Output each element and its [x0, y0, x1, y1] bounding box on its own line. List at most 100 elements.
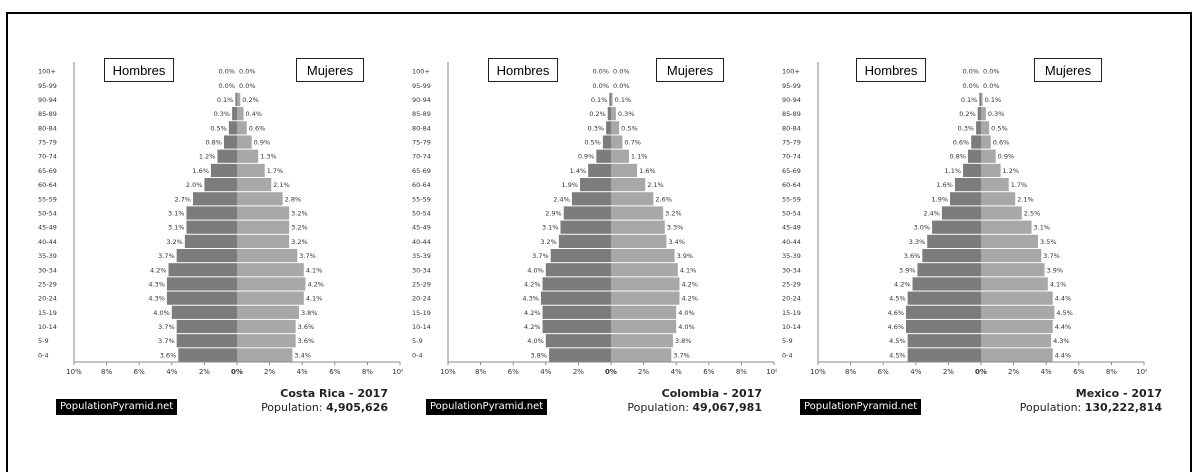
female-bar	[611, 334, 673, 348]
female-bar	[611, 305, 677, 319]
male-bar	[606, 121, 611, 135]
x-tick-label: 6%	[703, 368, 714, 376]
x-tick-label: 0%	[231, 368, 243, 376]
male-bar	[542, 305, 611, 319]
male-value-label: 4.2%	[524, 280, 541, 288]
female-bar	[611, 234, 667, 248]
female-bar	[611, 277, 680, 291]
female-bar	[981, 92, 983, 107]
female-bar	[237, 163, 265, 178]
male-bar	[917, 263, 981, 277]
male-value-label: 4.0%	[527, 337, 544, 345]
female-value-label: 0.0%	[239, 82, 256, 90]
female-value-label: 4.2%	[681, 295, 698, 303]
x-tick-label: 10%	[1136, 368, 1147, 376]
female-value-label: 4.1%	[1050, 280, 1067, 288]
male-value-label: 3.7%	[158, 252, 175, 260]
female-bar	[237, 178, 272, 192]
male-value-label: 1.6%	[936, 181, 953, 189]
figure-frame	[6, 12, 1192, 472]
male-bar	[192, 192, 237, 206]
age-group-label: 40-44	[412, 238, 431, 246]
age-group-label: 50-54	[782, 210, 801, 218]
female-value-label: 0.3%	[618, 110, 635, 118]
female-bar	[981, 277, 1048, 291]
x-tick-label: 2%	[1008, 368, 1019, 376]
male-bar	[235, 92, 237, 107]
male-value-label: 0.5%	[584, 139, 601, 147]
male-value-label: 0.5%	[210, 124, 227, 132]
male-value-label: 0.1%	[217, 96, 234, 104]
x-tick-label: 8%	[845, 368, 856, 376]
age-group-label: 30-34	[412, 266, 431, 274]
female-bar	[611, 163, 638, 178]
female-bar	[237, 348, 293, 362]
female-value-label: 4.1%	[306, 266, 323, 274]
female-value-label: 3.7%	[299, 252, 316, 260]
female-value-label: 2.1%	[273, 181, 290, 189]
x-tick-label: 0%	[975, 368, 987, 376]
male-bar	[907, 291, 981, 305]
x-tick-label: 6%	[1073, 368, 1084, 376]
age-group-label: 25-29	[412, 280, 431, 288]
female-bar	[237, 248, 298, 263]
male-bar	[210, 163, 237, 178]
age-group-label: 65-69	[38, 167, 57, 175]
male-value-label: 0.0%	[592, 82, 609, 90]
male-bar	[950, 192, 981, 206]
female-bar	[611, 319, 677, 334]
age-group-label: 45-49	[782, 224, 801, 232]
female-bar	[611, 121, 620, 135]
male-bar	[558, 234, 611, 248]
male-bar	[906, 319, 981, 334]
female-bar	[611, 263, 678, 277]
x-tick-label: 10%	[810, 368, 826, 376]
pyramid-panel-colombia: 100+ 0.0% 0.0% 95-99 0.0% 0.0% 90-94 0.1% 0.1% 85…	[412, 0, 777, 449]
male-value-label: 4.5%	[889, 295, 906, 303]
x-tick-label: 6%	[878, 368, 889, 376]
male-value-label: 1.4%	[570, 167, 587, 175]
male-bar	[922, 248, 981, 263]
female-value-label: 1.1%	[631, 153, 648, 161]
male-value-label: 0.0%	[218, 68, 235, 76]
x-tick-label: 2%	[573, 368, 584, 376]
age-group-label: 60-64	[782, 181, 801, 189]
x-tick-label: 10%	[440, 368, 456, 376]
age-group-label: 70-74	[38, 153, 57, 161]
female-value-label: 0.7%	[624, 139, 641, 147]
male-value-label: 4.2%	[524, 323, 541, 331]
female-bar	[981, 220, 1032, 234]
chart-title: Mexico - 2017	[1075, 387, 1162, 400]
female-value-label: 0.0%	[613, 82, 630, 90]
male-value-label: 1.1%	[945, 167, 962, 175]
male-value-label: 4.5%	[889, 337, 906, 345]
age-group-label: 85-89	[412, 110, 431, 118]
female-value-label: 3.9%	[677, 252, 694, 260]
legend-male-box: Hombres	[104, 58, 174, 82]
pyramid-chart: 100+ 0.0% 0.0% 95-99 0.0% 0.0% 90-94 0.1% 0.2% 85…	[38, 62, 403, 376]
male-bar	[176, 248, 237, 263]
male-value-label: 4.3%	[148, 295, 165, 303]
male-value-label: 4.6%	[888, 323, 905, 331]
age-group-label: 15-19	[782, 309, 801, 317]
male-value-label: 3.3%	[909, 238, 926, 246]
male-value-label: 0.2%	[959, 110, 976, 118]
age-group-label: 0-4	[38, 351, 49, 359]
age-group-label: 90-94	[412, 96, 431, 104]
age-group-label: 90-94	[782, 96, 801, 104]
male-value-label: 3.9%	[899, 266, 916, 274]
age-group-label: 65-69	[782, 167, 801, 175]
population-label: Population:	[261, 401, 323, 414]
x-tick-label: 2%	[943, 368, 954, 376]
x-tick-label: 6%	[329, 368, 340, 376]
female-value-label: 3.3%	[667, 224, 684, 232]
female-bar	[237, 149, 259, 163]
female-value-label: 3.8%	[301, 309, 318, 317]
female-value-label: 2.5%	[1024, 210, 1041, 218]
female-value-label: 3.7%	[1043, 252, 1060, 260]
age-group-label: 25-29	[782, 280, 801, 288]
female-value-label: 4.5%	[1056, 309, 1073, 317]
male-value-label: 3.6%	[160, 351, 177, 359]
x-tick-label: 8%	[101, 368, 112, 376]
age-group-label: 85-89	[38, 110, 57, 118]
